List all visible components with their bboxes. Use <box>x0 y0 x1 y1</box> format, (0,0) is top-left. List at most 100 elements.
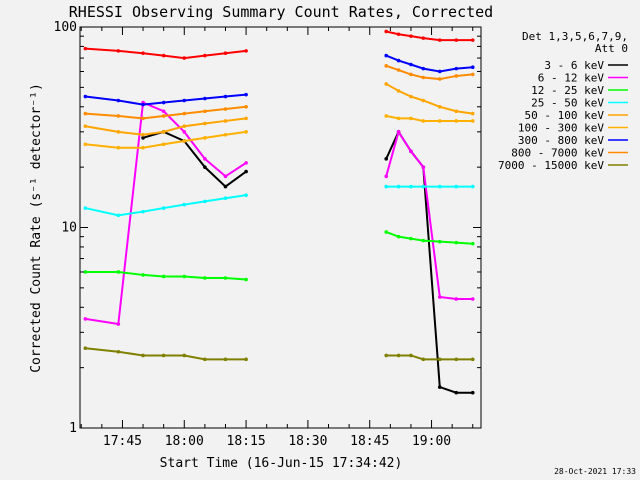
data-point-0-0 <box>141 136 145 140</box>
legend-label: 300 - 800 keV <box>518 134 604 147</box>
data-point-7-0 <box>83 111 88 116</box>
x-axis-label: Start Time (16-Jun-15 17:34:42) <box>160 456 403 471</box>
data-point-5-1 <box>116 145 121 150</box>
data-point-7-9 <box>396 68 401 72</box>
data-point-7-3 <box>161 114 166 118</box>
data-point-4-2 <box>141 132 145 137</box>
data-point-9-6 <box>223 51 228 56</box>
plot-layer <box>83 29 475 395</box>
data-point-8-10 <box>409 353 413 358</box>
data-point-2-5 <box>203 276 207 280</box>
data-point-0-4 <box>223 184 228 189</box>
data-point-4-5 <box>203 121 207 126</box>
data-point-6-1 <box>116 98 121 103</box>
legend-label: 3 - 6 keV <box>544 59 604 72</box>
data-point-7-8 <box>384 64 389 68</box>
data-point-4-4 <box>182 124 187 129</box>
data-point-5-11 <box>421 119 426 123</box>
data-point-0-6 <box>384 157 389 161</box>
series-line-3-0 <box>85 194 247 217</box>
data-point-7-2 <box>141 116 145 121</box>
data-point-1-10 <box>409 149 413 154</box>
x-tick-label: 18:30 <box>288 434 327 449</box>
series-line-9-0 <box>85 47 247 60</box>
data-point-6-9 <box>396 58 401 63</box>
data-point-8-1 <box>116 349 121 354</box>
data-point-2-10 <box>409 236 413 241</box>
data-point-9-0 <box>83 46 88 51</box>
data-point-0-3 <box>203 165 207 169</box>
data-point-9-5 <box>203 53 207 58</box>
data-point-8-12 <box>437 357 442 362</box>
data-point-3-3 <box>161 206 166 210</box>
data-point-8-7 <box>244 357 248 362</box>
data-point-8-3 <box>161 353 166 358</box>
axes-layer: 1 10 100 17:45 18:00 18:15 18:30 18:45 19:00 <box>54 20 481 449</box>
data-point-4-6 <box>223 119 228 123</box>
data-point-6-8 <box>384 53 389 58</box>
data-point-5-12 <box>437 119 442 123</box>
data-point-2-13 <box>454 240 459 245</box>
data-point-5-13 <box>454 119 459 123</box>
data-point-9-14 <box>470 38 475 42</box>
data-point-6-4 <box>182 98 187 103</box>
x-tick-label: 18:00 <box>165 434 204 449</box>
data-point-7-11 <box>421 75 426 80</box>
data-point-8-2 <box>141 353 145 358</box>
data-point-1-13 <box>454 297 459 301</box>
legend-label: 100 - 300 keV <box>518 122 604 135</box>
series-line-8-0 <box>85 347 247 361</box>
data-point-6-10 <box>409 62 413 67</box>
data-point-5-7 <box>244 130 248 134</box>
data-point-4-8 <box>384 82 389 86</box>
data-point-8-8 <box>384 353 389 358</box>
legend-header-2: Att 0 <box>595 42 628 55</box>
y-tick-label: 10 <box>61 221 77 236</box>
data-point-2-7 <box>244 277 248 282</box>
data-point-0-5 <box>244 169 248 174</box>
data-point-8-5 <box>203 357 207 362</box>
data-point-2-11 <box>421 238 426 243</box>
data-point-9-8 <box>384 29 389 34</box>
data-point-1-12 <box>437 295 442 299</box>
data-point-6-5 <box>203 96 207 101</box>
data-point-3-4 <box>182 202 187 207</box>
data-point-5-4 <box>182 139 187 143</box>
data-point-2-2 <box>141 273 145 277</box>
data-point-2-0 <box>83 270 88 274</box>
chart-title: RHESSI Observing Summary Count Rates, Co… <box>69 3 493 21</box>
data-point-4-9 <box>396 89 401 93</box>
y-tick-label: 100 <box>54 20 77 35</box>
series-line-1-0 <box>85 101 247 326</box>
data-point-4-1 <box>116 130 121 134</box>
data-point-9-7 <box>244 49 248 53</box>
data-point-0-10 <box>437 385 442 389</box>
data-point-4-3 <box>161 130 166 134</box>
data-point-1-9 <box>396 130 401 134</box>
series-line-4-0 <box>85 117 247 136</box>
data-point-7-1 <box>116 114 121 118</box>
data-point-7-5 <box>203 109 207 114</box>
data-point-9-1 <box>116 49 121 53</box>
data-point-2-12 <box>437 239 442 244</box>
plot-frame <box>79 26 482 429</box>
data-point-7-7 <box>244 104 248 109</box>
data-point-1-7 <box>244 161 248 165</box>
series-line-0-1 <box>385 129 473 394</box>
data-point-9-13 <box>454 38 459 42</box>
data-point-0-11 <box>454 390 459 395</box>
data-point-8-9 <box>396 353 401 358</box>
data-point-4-11 <box>421 98 426 103</box>
data-point-7-13 <box>454 74 459 78</box>
legend-label: 800 - 7000 keV <box>511 147 604 160</box>
data-point-3-13 <box>454 184 459 189</box>
data-point-5-10 <box>409 116 413 121</box>
data-point-2-9 <box>396 234 401 239</box>
data-point-2-1 <box>116 270 121 274</box>
footer-timestamp: 28-Oct-2021 17:33 <box>554 467 636 476</box>
series-line-5-0 <box>85 130 247 149</box>
data-point-7-4 <box>182 111 187 116</box>
data-point-5-8 <box>384 114 389 118</box>
y-axis-label: Corrected Count Rate (s⁻¹ detector⁻¹) <box>29 83 44 373</box>
data-point-1-3 <box>161 109 166 114</box>
